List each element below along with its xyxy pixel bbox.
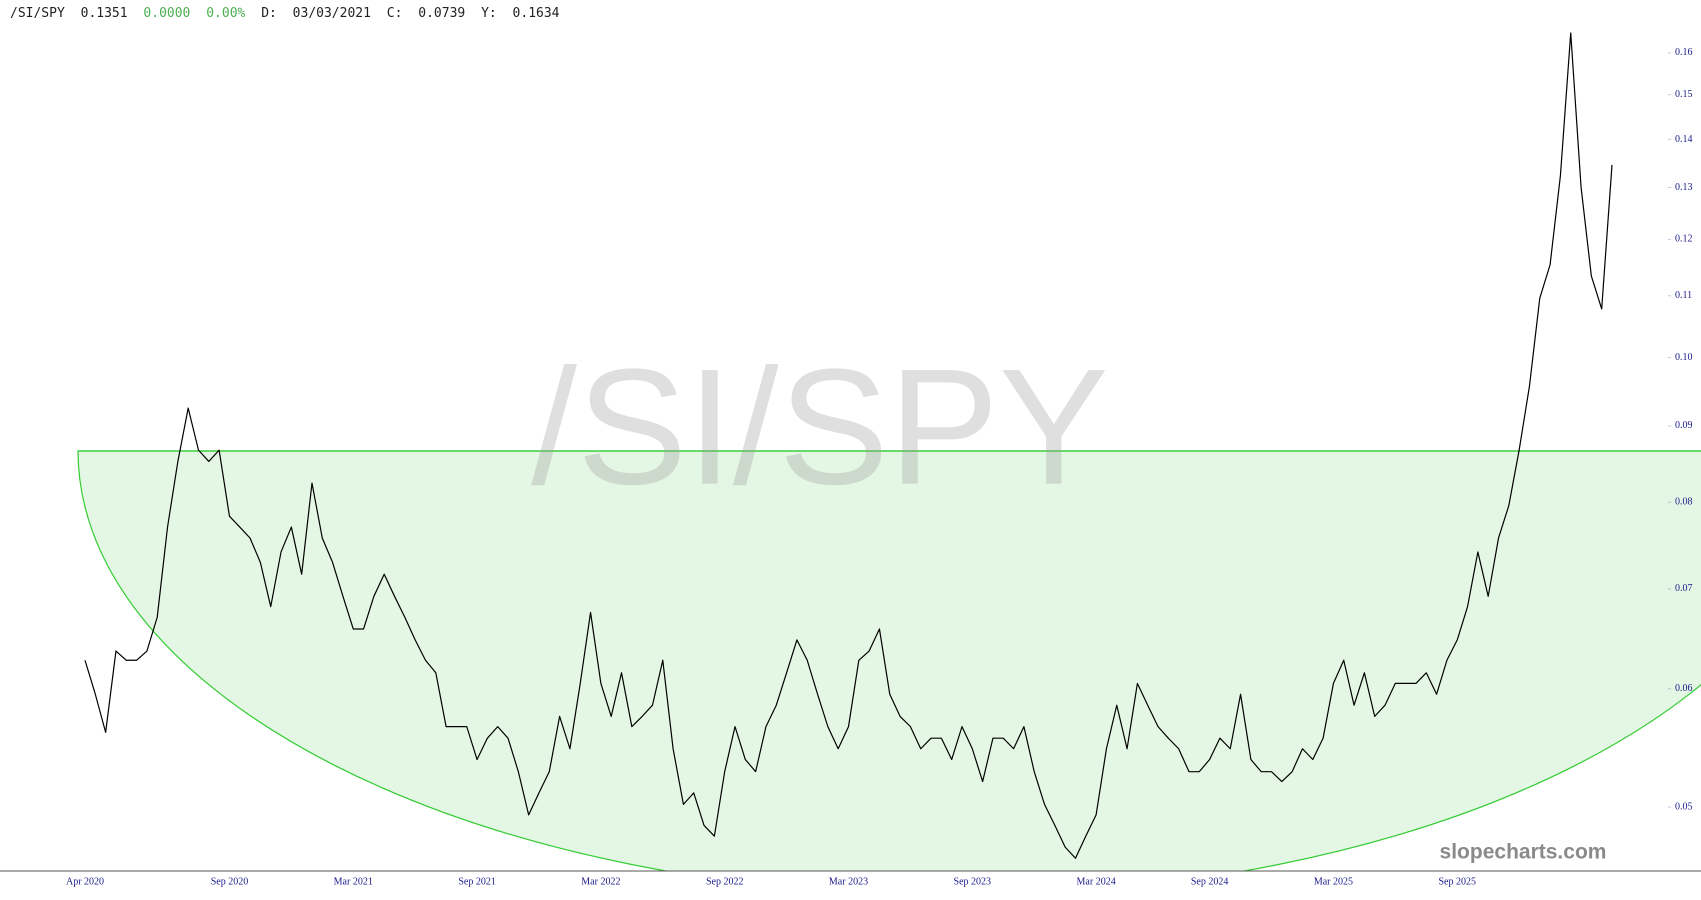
y-tick-label: 0.06 — [1675, 683, 1693, 694]
x-tick-label: Mar 2025 — [1314, 876, 1353, 887]
y-value: 0.1634 — [513, 6, 560, 21]
header: /SI/SPY 0.1351 0.0000 0.00% D: 03/03/202… — [10, 6, 560, 21]
x-tick-label: Sep 2023 — [954, 876, 992, 887]
date-label: D: — [261, 6, 277, 21]
watermark: /SI/SPY — [531, 335, 1109, 519]
x-tick-label: Sep 2021 — [458, 876, 496, 887]
x-tick-label: Mar 2021 — [334, 876, 373, 887]
change: 0.0000 — [143, 6, 190, 21]
header-line: /SI/SPY 0.1351 0.0000 0.00% D: 03/03/202… — [10, 6, 560, 21]
source-brand: slopecharts.com — [1440, 841, 1607, 864]
x-tick-label: Sep 2022 — [706, 876, 744, 887]
y-tick-label: 0.07 — [1675, 583, 1693, 594]
last-price: 0.1351 — [81, 6, 128, 21]
plot-area — [84, 32, 1613, 859]
c-value: 0.0739 — [418, 6, 465, 21]
y-tick-label: 0.12 — [1675, 234, 1693, 245]
y-label: Y: — [481, 6, 497, 21]
y-tick-label: 0.15 — [1675, 89, 1693, 100]
y-tick-label: 0.14 — [1675, 134, 1693, 145]
x-tick-label: Mar 2023 — [829, 876, 868, 887]
y-tick-label: 0.05 — [1675, 801, 1693, 812]
y-tick-label: 0.13 — [1675, 182, 1693, 193]
c-label: C: — [387, 6, 403, 21]
x-tick-label: Mar 2022 — [581, 876, 620, 887]
y-tick-label: 0.08 — [1675, 497, 1693, 508]
x-tick-label: Sep 2024 — [1191, 876, 1229, 887]
y-tick-label: 0.09 — [1675, 420, 1693, 431]
x-tick-label: Sep 2020 — [211, 876, 249, 887]
date: 03/03/2021 — [293, 6, 371, 21]
price-line — [84, 32, 1613, 859]
y-tick-label: 0.11 — [1675, 290, 1692, 301]
x-tick-label: Apr 2020 — [66, 876, 104, 887]
x-tick-label: Mar 2024 — [1077, 876, 1116, 887]
x-tick-label: Sep 2025 — [1438, 876, 1476, 887]
y-tick-label: 0.10 — [1675, 352, 1693, 363]
y-tick-label: 0.16 — [1675, 47, 1693, 58]
symbol: /SI/SPY — [10, 6, 65, 21]
change-pct: 0.00% — [206, 6, 245, 21]
